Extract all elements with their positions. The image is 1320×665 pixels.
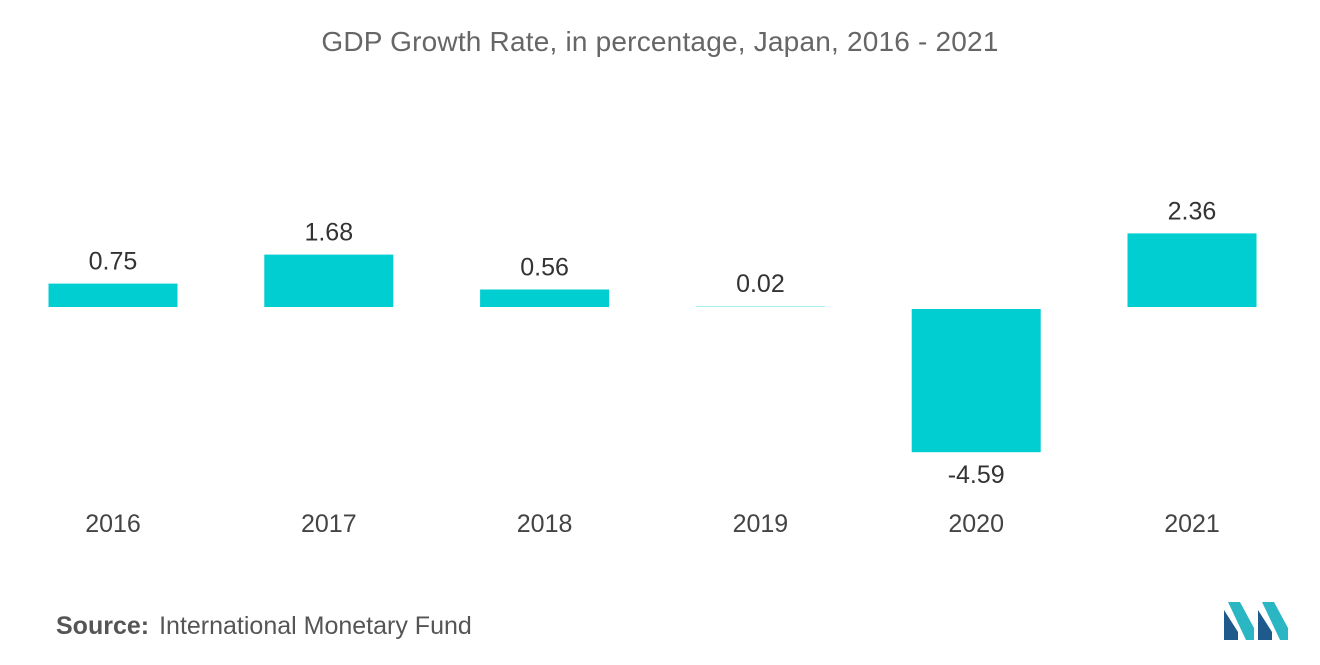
bar-2016 [48, 283, 178, 307]
data-label-2019: 0.02 [736, 270, 785, 298]
x-tick-label-2018: 2018 [517, 510, 573, 538]
bar-2018 [480, 289, 610, 307]
mordor-intelligence-logo-icon [1224, 602, 1288, 640]
data-label-2020: -4.59 [948, 461, 1005, 489]
data-label-2018: 0.56 [520, 254, 569, 282]
chart-title: GDP Growth Rate, in percentage, Japan, 2… [321, 26, 999, 57]
bar-2021 [1127, 233, 1257, 307]
x-tick-label-2017: 2017 [301, 510, 357, 538]
bar-2019 [695, 306, 825, 307]
x-axis-tick-labels: 2016 2017 2018 2019 2020 2021 [85, 510, 1220, 538]
source-note: Source: International Monetary Fund [56, 612, 472, 641]
x-tick-label-2021: 2021 [1164, 510, 1220, 538]
x-tick-label-2019: 2019 [733, 510, 789, 538]
bar-2017 [264, 254, 394, 307]
value-labels-layer: 0.75 1.68 0.56 0.02 -4.59 2.36 [89, 197, 1217, 489]
bars-layer [48, 233, 1257, 453]
source-text: International Monetary Fund [159, 612, 472, 640]
x-tick-label-2016: 2016 [85, 510, 141, 538]
data-label-2017: 1.68 [304, 219, 353, 247]
data-label-2016: 0.75 [89, 248, 138, 276]
x-tick-label-2020: 2020 [948, 510, 1004, 538]
bar-2020 [911, 309, 1041, 453]
source-label: Source: [56, 612, 150, 640]
data-label-2021: 2.36 [1168, 197, 1217, 225]
